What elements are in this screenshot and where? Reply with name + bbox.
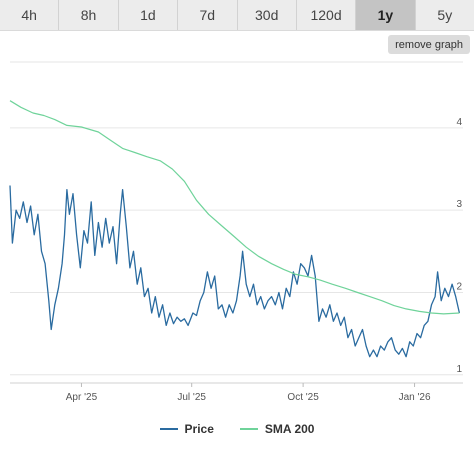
- grid-lines: [10, 61, 463, 376]
- price-line: [9, 185, 461, 358]
- tab-1d[interactable]: 1d: [118, 0, 179, 30]
- price-swatch-icon: [159, 428, 178, 430]
- tab-1y[interactable]: 1y: [356, 0, 416, 30]
- x-tick-label: Apr '25: [66, 392, 98, 403]
- y-tick-label: 4: [456, 117, 462, 128]
- legend-price-label: Price: [184, 422, 214, 436]
- x-tick-label: Jul '25: [177, 392, 206, 403]
- legend-item-sma[interactable]: SMA 200: [239, 422, 315, 436]
- tab-8h[interactable]: 8h: [59, 0, 119, 30]
- timeframe-tabs: 4h 8h 1d 7d 30d 120d 1y 5y: [0, 0, 474, 31]
- legend-item-price[interactable]: Price: [159, 422, 214, 436]
- tab-4h[interactable]: 4h: [0, 0, 60, 30]
- y-tick-label: 1: [456, 364, 462, 375]
- series-lines: [9, 100, 461, 358]
- x-tick-label: Oct '25: [287, 392, 319, 403]
- legend-sma-label: SMA 200: [264, 422, 315, 436]
- chart-legend: Price SMA 200: [0, 420, 474, 438]
- y-tick-label: 3: [456, 199, 462, 210]
- tab-7d[interactable]: 7d: [178, 0, 238, 30]
- y-axis: 1 2 3 4: [456, 117, 462, 375]
- remove-graph-button[interactable]: remove graph: [388, 35, 470, 54]
- tab-5y[interactable]: 5y: [415, 0, 474, 30]
- x-tick-label: Jan '26: [399, 392, 431, 403]
- sma-200-line: [9, 100, 460, 315]
- price-chart: 1 2 3 4 Apr '25 Jul '25 Oct '25 Jan '26: [9, 61, 463, 403]
- tab-30d[interactable]: 30d: [237, 0, 297, 30]
- y-tick-label: 2: [456, 281, 462, 292]
- tab-120d[interactable]: 120d: [296, 0, 357, 30]
- x-axis: Apr '25 Jul '25 Oct '25 Jan '26: [10, 382, 463, 403]
- sma-swatch-icon: [239, 428, 258, 430]
